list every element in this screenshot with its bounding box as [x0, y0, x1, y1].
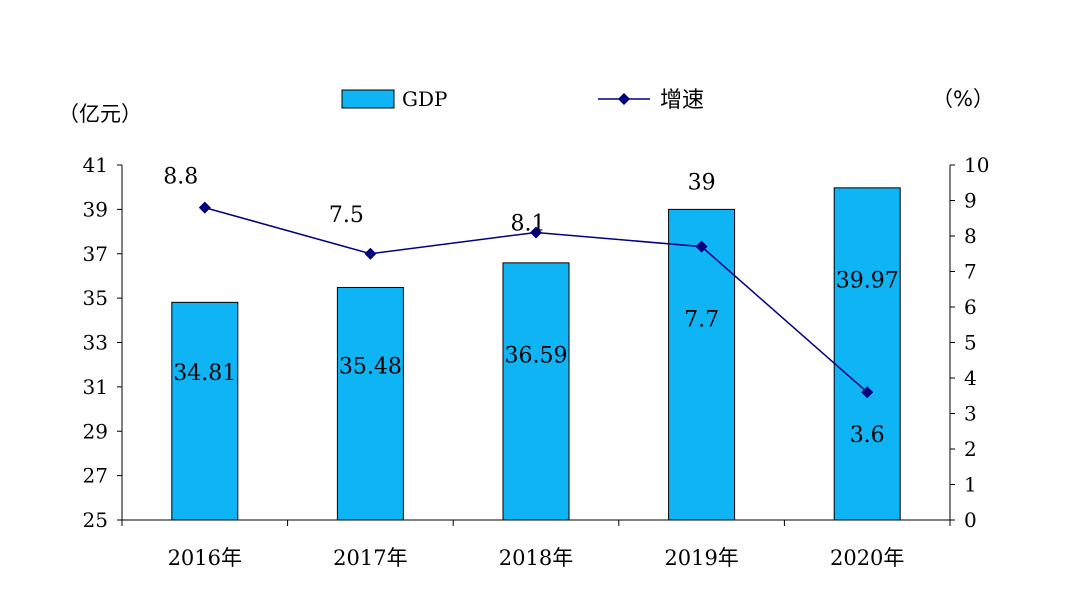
- gdp-bar-labels: 34.81 35.48 36.59 39 39.97: [173, 170, 898, 386]
- growth-marker: [364, 247, 377, 260]
- right-tick-label: 0: [964, 508, 977, 532]
- left-tick-label: 29: [83, 419, 108, 443]
- gdp-bar: [668, 208, 736, 521]
- gdp-bar: [171, 301, 239, 521]
- x-axis-ticks: 2016年 2017年 2018年 2019年 2020年: [121, 520, 951, 570]
- growth-value-label: 8.1: [511, 211, 546, 236]
- left-tick-label: 39: [83, 197, 108, 221]
- gdp-value-label: 39: [688, 170, 716, 195]
- growth-line-layer: [198, 201, 874, 399]
- left-tick-label: 35: [83, 286, 108, 310]
- right-tick-label: 5: [964, 331, 977, 355]
- gdp-value-label: 39.97: [836, 268, 899, 293]
- right-tick-label: 1: [964, 473, 977, 497]
- x-tick-label: 2020年: [830, 546, 904, 570]
- growth-marker: [695, 240, 708, 253]
- left-tick-label: 37: [83, 242, 108, 266]
- gdp-bars: [171, 187, 901, 521]
- legend-line-label: 增速: [660, 88, 704, 113]
- left-axis-unit: （亿元）: [58, 102, 142, 126]
- gdp-value-label: 36.59: [505, 343, 568, 368]
- legend: GDP 增速: [341, 87, 704, 113]
- gdp-value-label: 35.48: [339, 354, 402, 379]
- growth-marker: [530, 226, 542, 239]
- left-tick-label: 25: [83, 508, 108, 532]
- left-axis-ticks: 41 39 37 35 33 31 29 27 25: [83, 153, 122, 532]
- gdp-bar: [336, 286, 404, 521]
- gdp-bar: [833, 187, 901, 521]
- x-tick-label: 2019年: [664, 546, 738, 570]
- right-tick-label: 4: [964, 366, 977, 390]
- right-tick-label: 2: [964, 437, 977, 461]
- legend-bar-label: GDP: [402, 87, 447, 111]
- growth-value-label: 7.5: [329, 203, 364, 228]
- growth-value-label: 7.7: [684, 308, 719, 333]
- right-axis-unit: （%）: [932, 87, 994, 111]
- legend-bar-swatch: [341, 89, 395, 109]
- x-tick-label: 2017年: [333, 546, 407, 570]
- left-tick-label: 33: [83, 331, 108, 355]
- left-tick-label: 31: [83, 375, 108, 399]
- x-tick-label: 2018年: [499, 546, 573, 570]
- growth-value-label: 8.8: [163, 165, 198, 190]
- right-tick-label: 8: [964, 224, 977, 248]
- growth-marker: [198, 201, 211, 214]
- left-tick-label: 41: [83, 153, 108, 177]
- right-tick-label: 9: [964, 189, 977, 213]
- left-tick-label: 27: [83, 464, 108, 488]
- x-tick-label: 2016年: [168, 546, 242, 570]
- gdp-value-label: 34.81: [173, 361, 236, 386]
- growth-marker: [861, 386, 874, 399]
- growth-value-label: 3.6: [850, 423, 885, 448]
- growth-line-labels: 8.8 7.5 8.1 7.7 3.6: [163, 165, 884, 449]
- right-tick-label: 10: [964, 153, 989, 177]
- right-tick-label: 3: [964, 402, 977, 426]
- legend-line-marker: [618, 93, 630, 105]
- right-tick-label: 6: [964, 295, 977, 319]
- right-tick-label: 7: [964, 260, 977, 284]
- gdp-bar: [502, 262, 570, 521]
